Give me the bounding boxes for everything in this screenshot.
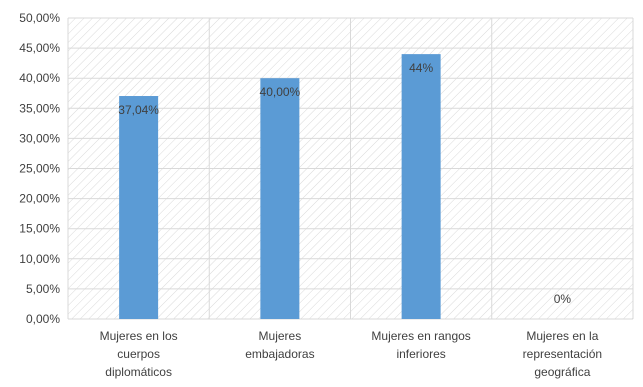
y-tick-label: 15,00% bbox=[19, 222, 60, 236]
x-tick-label: geográfica bbox=[534, 365, 590, 379]
x-tick-label: diplomáticos bbox=[105, 365, 172, 379]
data-label: 44% bbox=[409, 61, 433, 75]
y-tick-label: 40,00% bbox=[19, 71, 60, 85]
y-tick-label: 10,00% bbox=[19, 252, 60, 266]
bar bbox=[119, 96, 159, 320]
x-tick-label: representación bbox=[523, 347, 602, 361]
y-axis: 0,00% 5,00% 10,00% 15,00% 20,00% 25,00% 30,00%… bbox=[19, 11, 60, 326]
bar bbox=[401, 54, 441, 320]
data-label: 37,04% bbox=[118, 103, 159, 117]
gridlines bbox=[67, 17, 634, 320]
y-tick-label: 50,00% bbox=[19, 11, 60, 25]
y-tick-label: 25,00% bbox=[19, 162, 60, 176]
y-tick-label: 5,00% bbox=[26, 282, 60, 296]
data-labels: 37,04% 40,00% 44% 0% bbox=[118, 61, 571, 306]
x-tick-label: Mujeres en rangos bbox=[371, 329, 470, 343]
y-tick-label: 35,00% bbox=[19, 101, 60, 115]
x-axis: Mujeres en los cuerpos diplomáticos Mujeres… bbox=[100, 329, 602, 379]
x-tick-label: Mujeres en los bbox=[100, 329, 178, 343]
y-tick-label: 30,00% bbox=[19, 131, 60, 145]
data-label: 0% bbox=[554, 292, 572, 306]
x-tick-label: Mujeres bbox=[259, 329, 302, 343]
x-tick-label: embajadoras bbox=[245, 347, 314, 361]
data-label: 40,00% bbox=[260, 85, 301, 99]
y-tick-label: 45,00% bbox=[19, 41, 60, 55]
x-tick-label: cuerpos bbox=[117, 347, 160, 361]
bar bbox=[260, 78, 300, 319]
x-tick-label: inferiores bbox=[396, 347, 445, 361]
x-tick-label: Mujeres en la bbox=[526, 329, 598, 343]
y-tick-label: 20,00% bbox=[19, 192, 60, 206]
bars bbox=[119, 54, 441, 320]
y-tick-label: 0,00% bbox=[26, 312, 60, 326]
